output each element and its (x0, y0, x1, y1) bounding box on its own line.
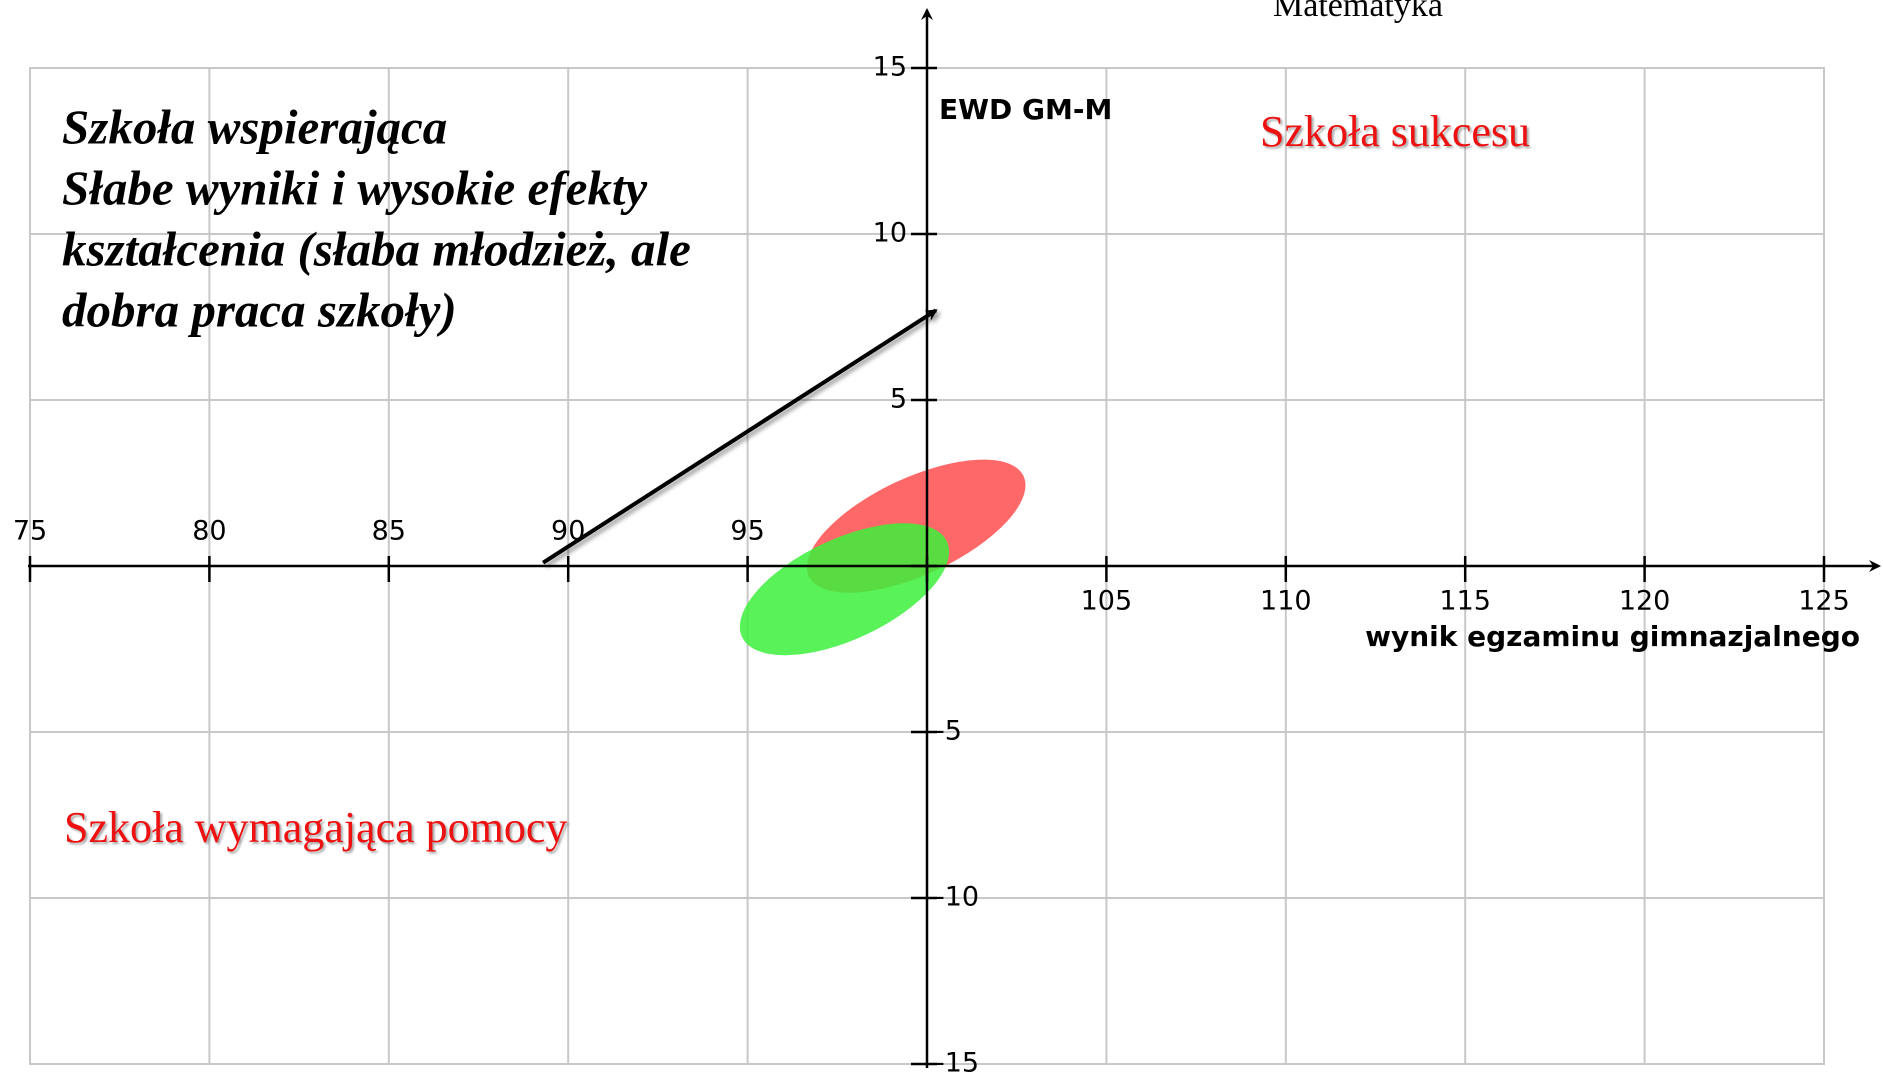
quadrant-note: Szkoła sukcesu (1260, 107, 1530, 156)
quadrant-note: Szkoła wspierająca (62, 99, 447, 154)
y-tick-label: -10 (935, 882, 979, 913)
x-tick-label: 80 (192, 516, 226, 547)
y-tick-label: 5 (890, 384, 907, 415)
x-tick-label: 110 (1260, 586, 1312, 617)
y-axis-label: EWD GM-M (939, 93, 1112, 126)
x-tick-label: 125 (1798, 586, 1850, 617)
annotation-arrow (542, 308, 938, 565)
x-tick-label: 120 (1619, 586, 1671, 617)
x-tick-label: 95 (730, 516, 764, 547)
x-axis-label: wynik egzaminu gimnazjalnego (1365, 620, 1860, 653)
chart-title: Matematyka (1273, 0, 1443, 24)
y-tick-label: 10 (873, 218, 907, 249)
quadrant-note: Szkoła wymagająca pomocy (64, 803, 567, 852)
quadrant-note: kształcenia (słaba młodzież, ale (62, 221, 691, 276)
x-tick-label: 90 (551, 516, 585, 547)
y-tick-label: -15 (935, 1048, 979, 1078)
quadrant-note: Słabe wyniki i wysokie efekty (62, 160, 647, 215)
x-tick-label: 85 (372, 516, 406, 547)
x-tick-label: 115 (1439, 586, 1491, 617)
region-ellipse (739, 523, 950, 656)
quadrant-note: dobra praca szkoły) (62, 282, 457, 337)
x-tick-label: 75 (13, 516, 47, 547)
y-tick-label: 15 (873, 52, 907, 83)
x-tick-label: 105 (1081, 586, 1133, 617)
y-tick-label: -5 (935, 716, 962, 747)
